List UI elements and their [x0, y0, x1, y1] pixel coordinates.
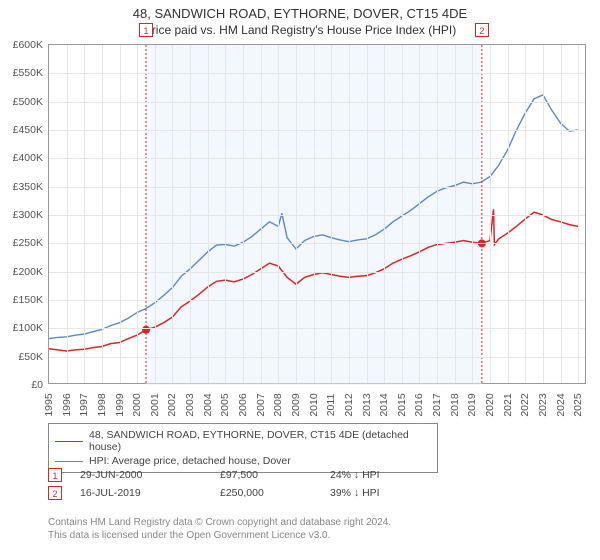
- legend-swatch-property: [55, 441, 83, 442]
- y-tick-label: £200K: [13, 266, 43, 278]
- x-tick-label: 1998: [96, 393, 108, 416]
- x-tick-label: 2022: [519, 393, 531, 416]
- x-tick-label: 1996: [61, 393, 73, 416]
- x-tick-label: 2004: [202, 393, 214, 416]
- footer-line-1: Contains HM Land Registry data © Crown c…: [48, 516, 391, 529]
- event-table: 1 29-JUN-2000£97,50024% ↓ HPI 2 16-JUL-2019…: [48, 466, 440, 502]
- x-tick-label: 2006: [237, 393, 249, 416]
- y-tick-label: £50K: [18, 351, 43, 363]
- x-tick-label: 2003: [184, 393, 196, 416]
- x-tick-label: 2014: [378, 393, 390, 416]
- x-tick-label: 2020: [484, 393, 496, 416]
- y-tick-label: £150K: [13, 294, 43, 306]
- x-tick-label: 2013: [361, 393, 373, 416]
- y-tick-label: £250K: [13, 237, 43, 249]
- event-date: 29-JUN-2000: [80, 469, 220, 481]
- legend-label-property: 48, SANDWICH ROAD, EYTHORNE, DOVER, CT15…: [89, 429, 431, 453]
- event-delta: 39% ↓ HPI: [330, 487, 440, 499]
- legend-swatch-hpi: [55, 461, 83, 462]
- marker-badge-1: 1: [139, 23, 153, 37]
- event-price: £97,500: [220, 469, 330, 481]
- y-tick-label: £400K: [13, 152, 43, 164]
- x-tick-label: 2015: [396, 393, 408, 416]
- x-tick-label: 2019: [466, 393, 478, 416]
- x-tick-label: 2001: [149, 393, 161, 416]
- event-date: 16-JUL-2019: [80, 487, 220, 499]
- x-tick-label: 2010: [308, 393, 320, 416]
- event-row: 2 16-JUL-2019£250,00039% ↓ HPI: [48, 484, 440, 502]
- x-tick-label: 2005: [219, 393, 231, 416]
- x-tick-label: 2024: [555, 393, 567, 416]
- x-tick-label: 1997: [78, 393, 90, 416]
- x-tick-label: 2023: [537, 393, 549, 416]
- y-tick-label: £600K: [13, 39, 43, 51]
- x-tick-label: 2000: [131, 393, 143, 416]
- x-tick-label: 2011: [325, 394, 337, 417]
- y-tick-label: £500K: [13, 96, 43, 108]
- x-tick-label: 2008: [272, 393, 284, 416]
- x-tick-label: 2009: [290, 393, 302, 416]
- event-price: £250,000: [220, 487, 330, 499]
- y-tick-label: £0: [31, 379, 43, 391]
- x-tick-label: 2025: [572, 393, 584, 416]
- legend-row-property: 48, SANDWICH ROAD, EYTHORNE, DOVER, CT15…: [55, 428, 431, 454]
- event-badge: 1: [48, 468, 62, 482]
- footer-line-2: This data is licensed under the Open Gov…: [48, 529, 391, 542]
- x-tick-label: 2018: [449, 393, 461, 416]
- y-tick-label: £450K: [13, 124, 43, 136]
- page-subtitle: Price paid vs. HM Land Registry's House …: [0, 21, 600, 41]
- y-tick-label: £550K: [13, 67, 43, 79]
- y-tick-label: £300K: [13, 209, 43, 221]
- page-title: 48, SANDWICH ROAD, EYTHORNE, DOVER, CT15…: [0, 0, 600, 21]
- footer: Contains HM Land Registry data © Crown c…: [48, 516, 391, 542]
- x-tick-label: 2017: [431, 393, 443, 416]
- marker-badge-2: 2: [475, 23, 489, 37]
- event-delta: 24% ↓ HPI: [330, 469, 440, 481]
- chart-area: £0£50K£100K£150K£200K£250K£300K£350K£400…: [48, 44, 586, 384]
- x-tick-label: 2016: [413, 393, 425, 416]
- y-tick-label: £100K: [13, 322, 43, 334]
- x-tick-label: 1995: [43, 393, 55, 416]
- x-tick-label: 2012: [343, 393, 355, 416]
- y-tick-label: £350K: [13, 181, 43, 193]
- event-row: 1 29-JUN-2000£97,50024% ↓ HPI: [48, 466, 440, 484]
- x-tick-label: 2007: [255, 393, 267, 416]
- x-tick-label: 2021: [502, 393, 514, 416]
- x-tick-label: 2002: [166, 393, 178, 416]
- event-badge: 2: [48, 486, 62, 500]
- x-tick-label: 1999: [114, 393, 126, 416]
